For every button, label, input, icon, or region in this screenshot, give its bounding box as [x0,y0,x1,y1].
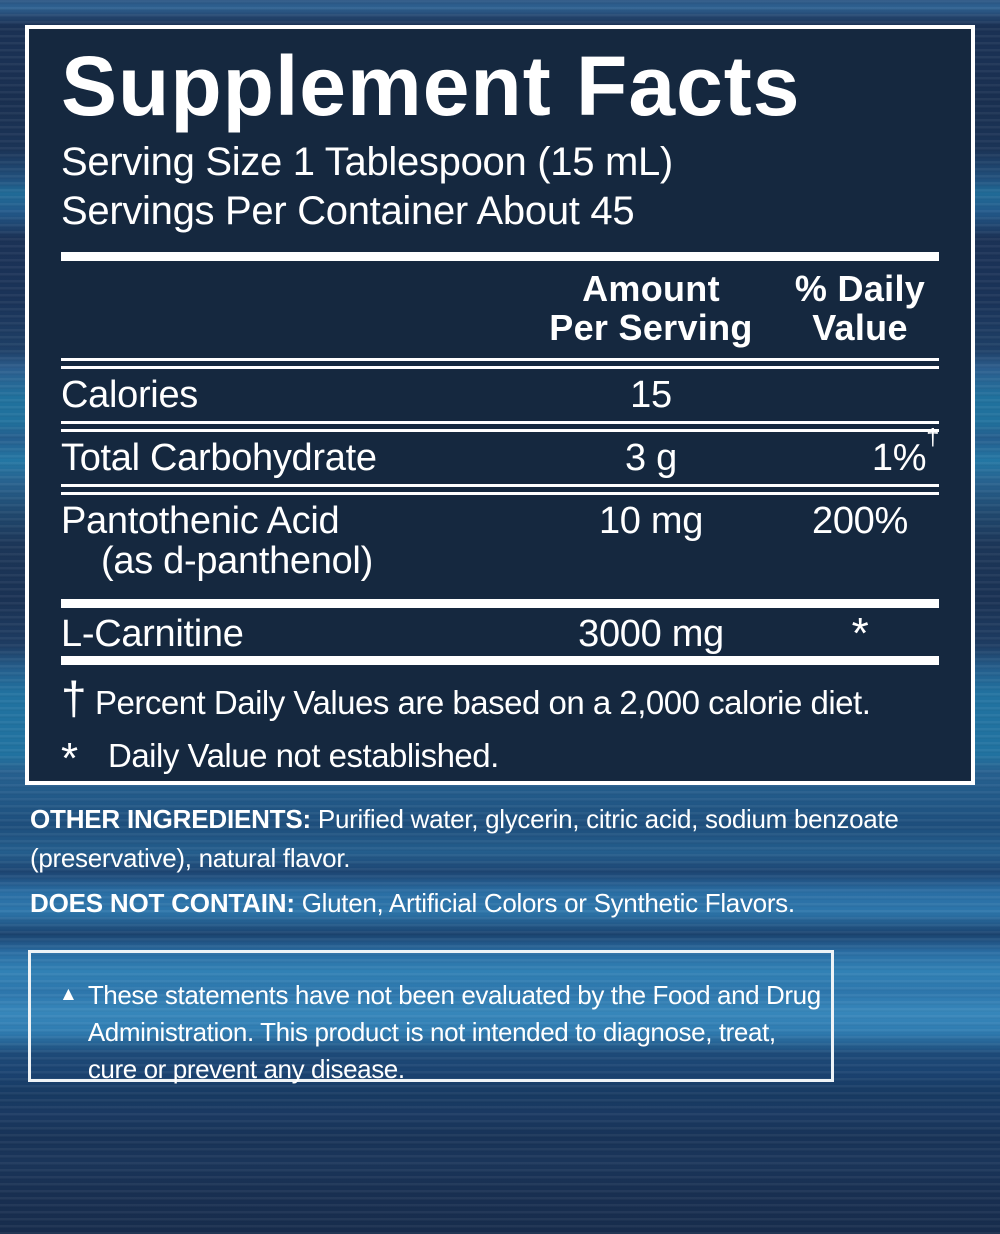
daily-value-header-line2: Value [812,307,908,349]
servings-per-container-text: Servings Per Container About 45 [61,188,635,233]
does-not-contain-value: Gluten, Artificial Colors or Synthetic F… [301,888,795,918]
nutrient-name-main: Pantothenic Acid [61,500,340,543]
supplement-facts-panel: Supplement Facts Serving Size 1 Tablespo… [25,25,975,785]
column-header-daily-value: % Daily Value [781,269,939,347]
dagger-symbol: † [61,672,87,725]
divider-thick [61,599,939,609]
nutrient-name-sub: (as d-panthenol) [101,540,373,583]
does-not-contain-text: DOES NOT CONTAIN: Gluten, Artificial Col… [30,884,940,923]
disclaimer-line2: Administration. This product is not inte… [87,1017,776,1047]
disclaimer-line1: These statements have not been evaluated… [87,980,821,1010]
nutrient-amount: 3 g [625,437,677,480]
divider-double [61,484,939,496]
other-ingredients-line2: (preservative), natural flavor. [30,843,351,873]
nutrient-name: Calories [61,374,198,417]
nutrient-amount: 3000 mg [578,613,724,656]
fda-disclaimer-text: These statements have not been evaluated… [88,977,821,1088]
nutrient-name: Pantothenic Acid (as d-panthenol) [61,501,521,581]
nutrient-daily-value [781,375,939,415]
nutrient-name: L-Carnitine [61,613,244,656]
divider-double [61,421,939,433]
serving-size-text: Serving Size 1 Tablespoon (15 mL) [61,140,673,185]
amount-header-line1: Amount [582,268,720,310]
nutrient-name: Total Carbohydrate [61,437,377,480]
nutrient-daily-value: 200% [812,500,908,543]
dagger-symbol: † [926,424,939,451]
amount-header-line2: Per Serving [549,307,753,349]
column-header-amount: Amount Per Serving [521,269,781,347]
panel-title: Supplement Facts [61,39,801,133]
daily-value-number: 1% [871,437,927,480]
nutrient-row-calories: Calories 15 [61,369,939,421]
header-spacer [61,269,521,347]
other-ingredients-text: OTHER INGREDIENTS: Purified water, glyce… [30,800,940,878]
footnote-daily-value-not-established: * Daily Value not established. [61,731,939,781]
footnote-text: Percent Daily Values are based on a 2,00… [95,684,871,722]
table-header-row: Amount Per Serving % Daily Value [61,269,939,347]
footnote-percent-daily-values: † Percent Daily Values are based on a 2,… [61,675,939,723]
other-ingredients-line1: Purified water, glycerin, citric acid, s… [317,804,899,834]
asterisk-symbol: * [61,734,78,784]
triangle-bullet-icon: ▲ [59,984,78,1005]
divider-thick [61,252,939,262]
nutrient-row-l-carnitine: L-Carnitine 3000 mg * [61,608,939,659]
nutrient-row-pantothenic-acid: Pantothenic Acid (as d-panthenol) 10 mg 2… [61,495,939,587]
divider-thick [61,656,939,666]
nutrient-amount: 15 [630,374,672,417]
daily-value-header-line1: % Daily [794,268,926,310]
other-ingredients-label: OTHER INGREDIENTS: [30,804,311,834]
footnote-text: Daily Value not established. [108,737,499,775]
does-not-contain-label: DOES NOT CONTAIN: [30,888,295,918]
nutrient-daily-value: 1%† [781,426,939,480]
nutrient-amount: 10 mg [598,500,704,543]
nutrient-row-total-carbohydrate: Total Carbohydrate 3 g 1%† [61,426,939,484]
fda-disclaimer-box: ▲ These statements have not been evaluat… [28,950,834,1084]
nutrient-daily-value: * [851,609,869,659]
divider-double [61,358,939,370]
disclaimer-line3: cure or prevent any disease. [87,1054,405,1084]
